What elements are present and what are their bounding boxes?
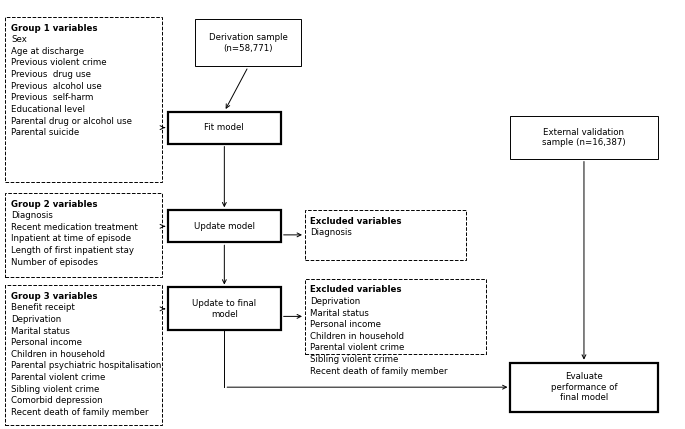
Bar bbox=[510, 363, 658, 412]
Text: Marital status: Marital status bbox=[310, 308, 369, 317]
Text: Sibling violent crime: Sibling violent crime bbox=[310, 355, 399, 364]
Text: Children in household: Children in household bbox=[310, 332, 404, 341]
Text: Educational level: Educational level bbox=[11, 105, 85, 114]
Text: Group 2 variables: Group 2 variables bbox=[11, 199, 97, 208]
Text: Previous  drug use: Previous drug use bbox=[11, 70, 91, 79]
Text: Group 1 variables: Group 1 variables bbox=[11, 24, 97, 33]
Text: Parental suicide: Parental suicide bbox=[11, 128, 79, 137]
Text: Children in household: Children in household bbox=[11, 350, 105, 359]
Text: Fit model: Fit model bbox=[204, 123, 245, 132]
Text: Derivation sample
(n=58,771): Derivation sample (n=58,771) bbox=[209, 33, 288, 53]
Text: Deprivation: Deprivation bbox=[11, 315, 61, 324]
Text: Comorbid depression: Comorbid depression bbox=[11, 396, 103, 405]
Text: Previous violent crime: Previous violent crime bbox=[11, 58, 107, 67]
Bar bbox=[305, 210, 466, 260]
Text: Evaluate
performance of
final model: Evaluate performance of final model bbox=[551, 372, 617, 402]
Bar bbox=[5, 193, 162, 277]
Text: Update to final
model: Update to final model bbox=[192, 299, 256, 319]
Text: Number of episodes: Number of episodes bbox=[11, 258, 98, 267]
Text: Recent medication treatment: Recent medication treatment bbox=[11, 223, 138, 232]
Text: Inpatient at time of episode: Inpatient at time of episode bbox=[11, 234, 131, 243]
Text: Personal income: Personal income bbox=[310, 320, 382, 329]
Text: Benefit receipt: Benefit receipt bbox=[11, 303, 75, 312]
Text: Group 3 variables: Group 3 variables bbox=[11, 292, 97, 301]
Text: Previous  alcohol use: Previous alcohol use bbox=[11, 82, 101, 91]
Text: Excluded variables: Excluded variables bbox=[310, 285, 402, 294]
Text: Sex: Sex bbox=[11, 35, 27, 44]
Text: Recent death of family member: Recent death of family member bbox=[310, 367, 448, 376]
Bar bbox=[168, 210, 281, 242]
Text: Previous  self-harm: Previous self-harm bbox=[11, 94, 93, 103]
Text: Marital status: Marital status bbox=[11, 326, 70, 335]
Bar bbox=[5, 17, 162, 182]
Text: Deprivation: Deprivation bbox=[310, 297, 360, 306]
Bar bbox=[168, 112, 281, 144]
Text: Length of first inpatient stay: Length of first inpatient stay bbox=[11, 246, 134, 255]
Text: Parental violent crime: Parental violent crime bbox=[11, 373, 105, 382]
Text: Recent death of family member: Recent death of family member bbox=[11, 408, 149, 417]
Text: Diagnosis: Diagnosis bbox=[310, 228, 352, 237]
Text: Parental psychiatric hospitalisation: Parental psychiatric hospitalisation bbox=[11, 362, 162, 371]
Text: External validation
sample (n=16,387): External validation sample (n=16,387) bbox=[542, 127, 626, 147]
Text: Diagnosis: Diagnosis bbox=[11, 211, 53, 220]
Text: Parental drug or alcohol use: Parental drug or alcohol use bbox=[11, 117, 132, 126]
Text: Age at discharge: Age at discharge bbox=[11, 47, 84, 56]
Text: Sibling violent crime: Sibling violent crime bbox=[11, 385, 99, 394]
Text: Excluded variables: Excluded variables bbox=[310, 217, 402, 226]
Bar bbox=[195, 19, 301, 66]
Bar bbox=[5, 285, 162, 425]
Text: Update model: Update model bbox=[194, 222, 255, 231]
Text: Parental violent crime: Parental violent crime bbox=[310, 344, 405, 353]
Bar bbox=[168, 287, 281, 330]
Text: Personal income: Personal income bbox=[11, 338, 82, 347]
Bar bbox=[510, 116, 658, 159]
Bar bbox=[305, 279, 486, 354]
